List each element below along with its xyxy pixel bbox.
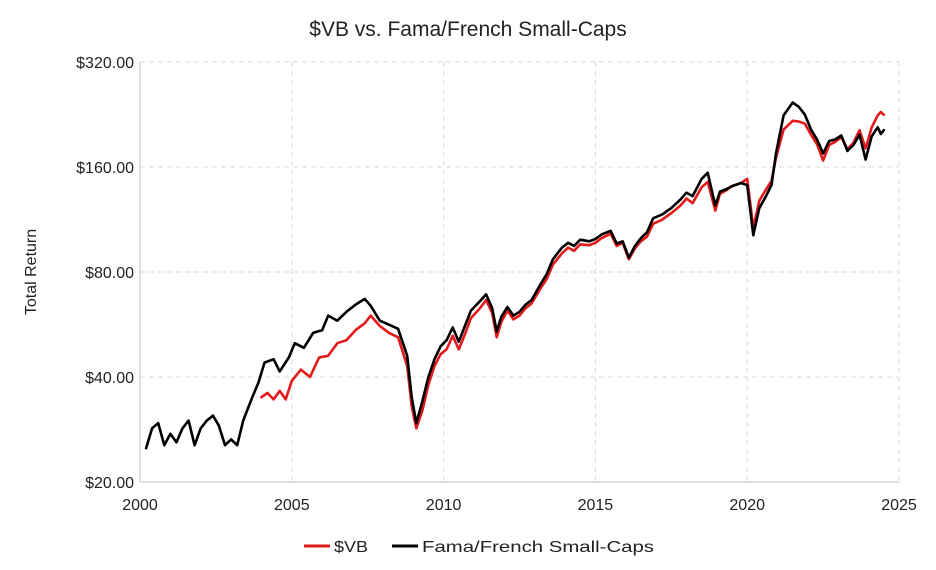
y-tick-label: $80.00 (85, 265, 134, 282)
chart-title: $VB vs. Fama/French Small-Caps (309, 18, 626, 41)
x-tick-label: 2005 (274, 497, 310, 514)
legend-label-1: Fama/French Small-Caps (422, 539, 654, 556)
x-tick-label: 2010 (426, 497, 462, 514)
x-tick-label: 2015 (578, 497, 614, 514)
y-tick-label: $40.00 (85, 370, 134, 387)
series-lines (144, 101, 886, 450)
y-tick-label: $20.00 (85, 475, 134, 492)
series-line-0 (260, 110, 886, 430)
y-tick-label: $160.00 (76, 160, 134, 177)
x-tick-label: 2020 (729, 497, 765, 514)
y-tick-label: $320.00 (76, 55, 134, 72)
legend: $VB Fama/French Small-Caps (304, 539, 654, 556)
x-tick-label: 2000 (122, 497, 158, 514)
legend-label-0: $VB (334, 539, 368, 556)
series-line-1 (144, 101, 886, 450)
grid (140, 61, 900, 482)
axes: 2000 2005 2010 2015 2020 2025 $20.00 $40.00 $80.… (76, 55, 917, 514)
x-tick-label: 2025 (881, 497, 917, 514)
y-axis-label: Total Return (23, 229, 40, 315)
